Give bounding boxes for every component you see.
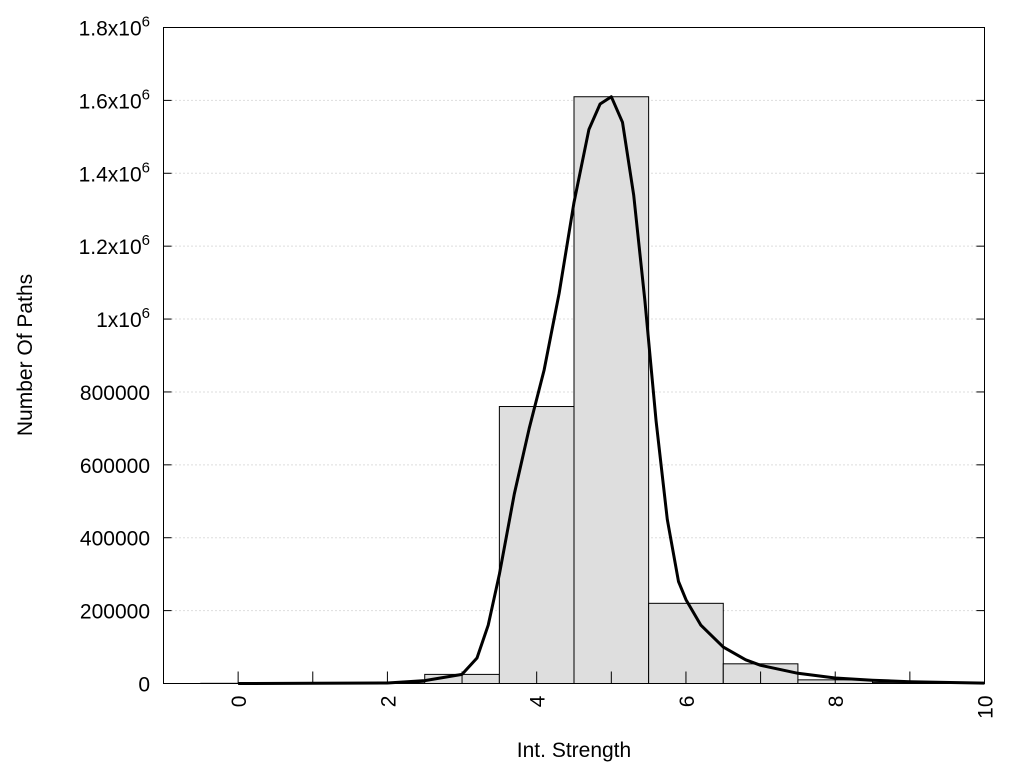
y-tick-label: 1x106 xyxy=(96,305,150,332)
plot-frame xyxy=(163,27,985,684)
gridlines xyxy=(163,99,985,612)
x-tick-label: 2 xyxy=(377,696,400,708)
histogram-bar xyxy=(648,602,724,684)
x-axis-ticks: 0 2 4 6 8 10 xyxy=(228,671,998,719)
x-tick-label: 8 xyxy=(825,696,848,708)
y-tick-label: 1.2x106 xyxy=(79,232,150,259)
y-tick-label: 1.6x106 xyxy=(79,86,150,113)
y-axis-ticks: 0 200000 400000 600000 800000 1x106 1.2x106 1.4… xyxy=(79,14,985,697)
histogram-bar xyxy=(498,406,575,684)
y-tick-label: 1.8x106 xyxy=(79,14,150,41)
x-axis-label: Int. Strength xyxy=(517,739,631,762)
y-tick-label: 400000 xyxy=(80,528,150,551)
x-tick-label: 0 xyxy=(228,696,251,708)
x-tick-label: 6 xyxy=(676,696,699,708)
y-tick-label: 0 xyxy=(138,674,150,697)
y-tick-label: 600000 xyxy=(80,455,150,478)
fit-curve xyxy=(238,95,985,685)
y-tick-label: 200000 xyxy=(80,601,150,624)
histogram-bar xyxy=(573,96,650,684)
y-tick-label: 800000 xyxy=(80,382,150,405)
y-axis-label: Number Of Paths xyxy=(14,274,37,436)
x-tick-label: 4 xyxy=(527,695,550,707)
bars xyxy=(200,96,948,685)
y-tick-label: 1.4x106 xyxy=(79,159,150,186)
x-tick-label: 10 xyxy=(975,696,998,719)
